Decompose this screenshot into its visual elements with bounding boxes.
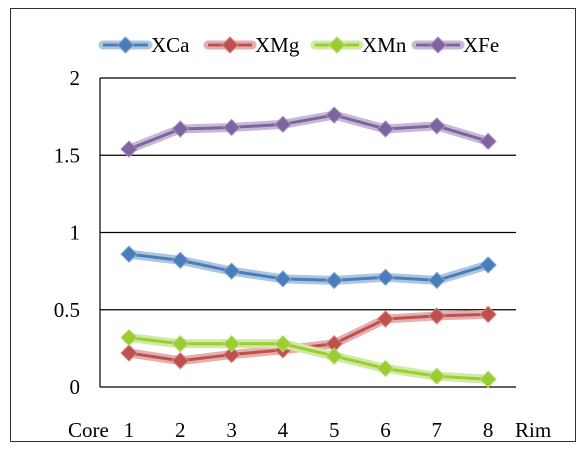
x-tick-label: 1 bbox=[124, 418, 135, 442]
legend: XCa XMg XMn XFe bbox=[98, 33, 499, 57]
data-point bbox=[222, 118, 241, 137]
axis-lines bbox=[99, 78, 516, 388]
x-end-label: Rim bbox=[515, 418, 551, 442]
data-point bbox=[222, 345, 241, 364]
data-point bbox=[325, 106, 343, 124]
data-point bbox=[479, 305, 497, 324]
y-tick-label: 0.5 bbox=[54, 298, 80, 322]
data-point bbox=[222, 262, 241, 280]
x-start-label: Core bbox=[68, 418, 109, 442]
data-point bbox=[120, 245, 138, 263]
legend-label: XMg bbox=[255, 33, 300, 57]
data-point bbox=[325, 347, 343, 365]
data-point bbox=[376, 359, 395, 378]
series-line bbox=[127, 252, 490, 282]
data-point bbox=[274, 115, 292, 134]
data-point bbox=[274, 335, 292, 353]
data-point bbox=[376, 310, 395, 328]
x-tick-label: 3 bbox=[226, 418, 237, 442]
legend-marker bbox=[328, 36, 346, 54]
data-point bbox=[479, 132, 497, 151]
data-point bbox=[171, 352, 190, 370]
series-XCa bbox=[120, 245, 497, 290]
y-tick-label: 1.5 bbox=[54, 143, 80, 167]
legend-marker bbox=[116, 36, 135, 54]
series-group bbox=[120, 106, 497, 388]
data-point bbox=[171, 120, 190, 138]
data-point bbox=[428, 271, 446, 290]
data-point bbox=[171, 251, 190, 270]
x-tick-label: 8 bbox=[483, 418, 494, 442]
x-tick-label: 2 bbox=[175, 418, 186, 442]
x-tick-label: 6 bbox=[380, 418, 391, 442]
x-tick-label: 4 bbox=[278, 418, 289, 442]
series-line bbox=[127, 113, 490, 151]
data-point bbox=[325, 271, 343, 290]
legend-item-XMg: XMg bbox=[203, 33, 300, 57]
x-tick-label: 7 bbox=[432, 418, 443, 442]
x-axis-ticks: 1 2 3 4 5 6 7 8 bbox=[124, 418, 494, 442]
data-point bbox=[120, 344, 138, 362]
data-point bbox=[120, 140, 138, 158]
legend-marker bbox=[221, 36, 239, 54]
legend-label: XFe bbox=[463, 33, 499, 57]
series-XFe bbox=[120, 106, 497, 158]
legend-label: XMn bbox=[362, 33, 407, 57]
data-point bbox=[376, 120, 395, 138]
legend-item-XFe: XFe bbox=[411, 33, 499, 57]
data-point bbox=[376, 268, 395, 287]
data-point bbox=[120, 328, 138, 347]
data-point bbox=[171, 335, 190, 353]
data-point bbox=[274, 270, 292, 288]
y-axis-ticks: 0 0.5 1 1.5 2 bbox=[54, 66, 80, 399]
x-tick-label: 5 bbox=[329, 418, 340, 442]
legend-item-XMn: XMn bbox=[310, 33, 407, 57]
data-point bbox=[428, 117, 446, 135]
data-point bbox=[479, 256, 497, 274]
legend-item-XCa: XCa bbox=[98, 33, 190, 57]
y-tick-label: 0 bbox=[70, 375, 81, 399]
data-point bbox=[222, 335, 241, 353]
series-XMn bbox=[120, 328, 497, 388]
data-point bbox=[479, 370, 497, 388]
y-tick-label: 2 bbox=[70, 66, 81, 90]
data-point bbox=[428, 367, 446, 385]
legend-label: XCa bbox=[151, 33, 190, 57]
data-point bbox=[428, 307, 446, 325]
series-XMg bbox=[120, 305, 497, 370]
chart-frame bbox=[10, 8, 576, 442]
y-tick-label: 1 bbox=[70, 221, 81, 245]
gridlines bbox=[100, 77, 516, 311]
legend-marker bbox=[429, 36, 447, 54]
